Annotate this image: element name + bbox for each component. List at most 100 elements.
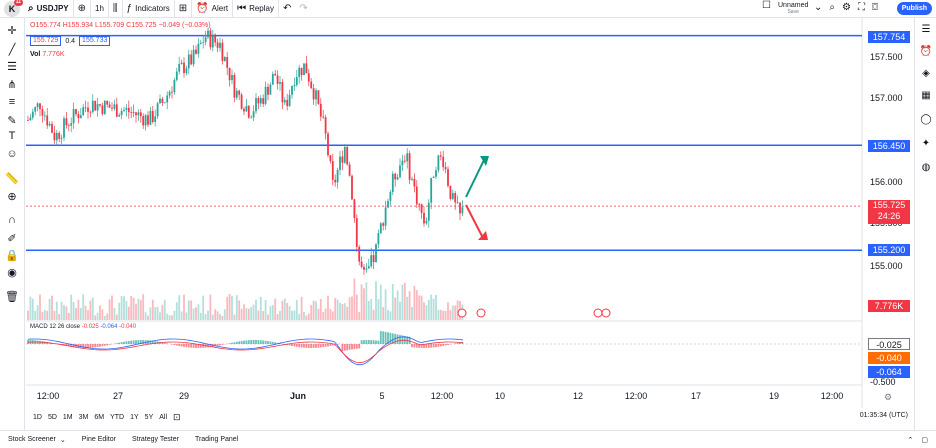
- candle-body: [456, 202, 459, 204]
- volume-bar: [432, 298, 435, 320]
- macd-histogram-bar: [132, 340, 135, 344]
- brush-icon[interactable]: ✎: [7, 115, 17, 127]
- fullscreen-icon[interactable]: ⛶: [857, 2, 865, 13]
- macd-histogram-bar: [108, 344, 111, 345]
- volume-bar: [228, 294, 231, 320]
- chart-type-button[interactable]: ⫼: [109, 0, 123, 18]
- macd-histogram-bar: [259, 340, 262, 344]
- range-1m[interactable]: 1M: [62, 413, 73, 421]
- crosshair-icon[interactable]: ✛: [7, 25, 17, 37]
- volume-legend: Vol 7.776K: [30, 51, 65, 58]
- layout-save-label: Save: [787, 9, 799, 15]
- macd-histogram-bar: [384, 331, 387, 344]
- plus-circle-icon: ⊕: [77, 3, 87, 14]
- bid-chip[interactable]: 155.729: [30, 36, 62, 46]
- volume-bar: [103, 315, 106, 320]
- trend-line-icon[interactable]: ╱: [8, 44, 16, 56]
- horizontal-lines-icon[interactable]: ☰: [7, 61, 17, 73]
- layout-name-button[interactable]: ☐ Unnamed Save: [762, 1, 808, 16]
- undo-button[interactable]: ↶: [279, 0, 295, 18]
- volume-bar: [31, 298, 34, 320]
- macd-histogram-bar: [149, 340, 152, 344]
- settings-icon[interactable]: ⚙: [842, 2, 851, 13]
- alert-button[interactable]: ⏰ Alert: [192, 0, 234, 18]
- candle-body: [425, 220, 428, 224]
- interval-button[interactable]: 1h: [91, 0, 109, 18]
- publish-button[interactable]: Publish: [896, 2, 932, 15]
- macd-histogram-bar: [307, 344, 310, 348]
- eye-icon[interactable]: ◉: [7, 267, 17, 279]
- settings-gear-icon[interactable]: ⚙: [884, 392, 893, 402]
- volume-bar: [394, 297, 397, 320]
- search-icon[interactable]: ⌕: [829, 2, 835, 13]
- candle-body: [423, 212, 425, 224]
- candle-body: [27, 120, 29, 121]
- layers-icon[interactable]: ◈: [922, 68, 930, 79]
- redo-button[interactable]: ↷: [295, 0, 311, 18]
- range-1d[interactable]: 1D: [33, 413, 42, 421]
- volume-bar: [418, 295, 421, 320]
- ask-chip[interactable]: 155.733: [79, 36, 111, 46]
- time-tick: 12: [572, 391, 584, 401]
- fib-icon[interactable]: ≡: [8, 96, 16, 108]
- calendar-icon[interactable]: ▦: [921, 90, 931, 101]
- level-label[interactable]: 157.754: [868, 31, 910, 43]
- range-5y[interactable]: 5Y: [144, 413, 154, 421]
- range-1y[interactable]: 1Y: [130, 413, 139, 421]
- pitchfork-icon[interactable]: ⋔: [7, 79, 17, 91]
- ruler-icon[interactable]: 📏: [5, 173, 19, 185]
- strategy-tester-tab[interactable]: Strategy Tester: [124, 436, 187, 443]
- volume-bar: [147, 315, 149, 320]
- maximize-icon[interactable]: ▢: [921, 436, 928, 444]
- volume-bar: [123, 296, 125, 320]
- candle-body: [269, 84, 272, 95]
- templates-button[interactable]: ⊞: [175, 0, 193, 18]
- chevron-up-icon[interactable]: ⌃: [907, 436, 914, 444]
- zoom-in-icon[interactable]: ⊕: [7, 191, 17, 203]
- macd-histogram-bar: [408, 336, 411, 344]
- camera-icon[interactable]: ⌼: [871, 2, 878, 13]
- candle-body: [420, 204, 423, 213]
- range-all[interactable]: All: [159, 413, 168, 421]
- pine-editor-tab[interactable]: Pine Editor: [74, 436, 124, 443]
- user-avatar[interactable]: K 11: [4, 0, 23, 17]
- macd-histogram-bar: [142, 340, 145, 344]
- emoji-icon[interactable]: ☺: [6, 148, 18, 160]
- chat-icon[interactable]: ◯: [920, 114, 932, 125]
- compare-button[interactable]: ⊕: [74, 0, 92, 18]
- indicators-button[interactable]: ƒ Indicators: [123, 0, 175, 18]
- range-ytd[interactable]: YTD: [110, 413, 125, 421]
- candle-body: [31, 111, 34, 118]
- volume-bar: [305, 315, 308, 320]
- volume-bar: [171, 315, 173, 320]
- candle-body: [339, 156, 341, 170]
- trash-icon[interactable]: 🗑: [5, 291, 19, 303]
- text-icon[interactable]: T: [8, 130, 16, 142]
- candle-body: [250, 117, 253, 119]
- volume-bar: [425, 305, 428, 320]
- chevron-down-icon[interactable]: ⌄: [814, 2, 823, 13]
- range-5d[interactable]: 5D: [47, 413, 57, 421]
- ideas-icon[interactable]: ✦: [921, 138, 931, 149]
- lock-icon[interactable]: 🔒: [5, 250, 19, 262]
- symbol-search-button[interactable]: ⌕ USDJPY: [20, 0, 74, 18]
- alarm-clock-icon[interactable]: ⏰: [919, 46, 933, 57]
- trading-panel-tab[interactable]: Trading Panel: [187, 436, 246, 443]
- stock-screener-tab[interactable]: Stock Screener ⌄: [0, 436, 74, 444]
- magnet-icon[interactable]: ∩: [8, 214, 16, 226]
- level-label[interactable]: 155.200: [868, 244, 910, 256]
- volume-bar: [351, 296, 353, 320]
- indicators-label: Indicators: [135, 4, 170, 13]
- signal-icon[interactable]: ◍: [921, 162, 931, 173]
- range-6m[interactable]: 6M: [94, 413, 105, 421]
- goto-date-icon[interactable]: ⊡: [173, 411, 181, 422]
- lock-drawing-icon[interactable]: ✐: [7, 233, 17, 245]
- replay-button[interactable]: ⏮ Replay: [233, 0, 279, 18]
- clock[interactable]: 01:35:34 (UTC): [859, 412, 908, 419]
- macd-histogram-bar: [99, 344, 101, 347]
- level-label[interactable]: 156.450: [868, 140, 910, 152]
- watchlist-icon[interactable]: ☰: [921, 24, 931, 35]
- range-3m[interactable]: 3M: [78, 413, 89, 421]
- volume-bar: [411, 306, 413, 320]
